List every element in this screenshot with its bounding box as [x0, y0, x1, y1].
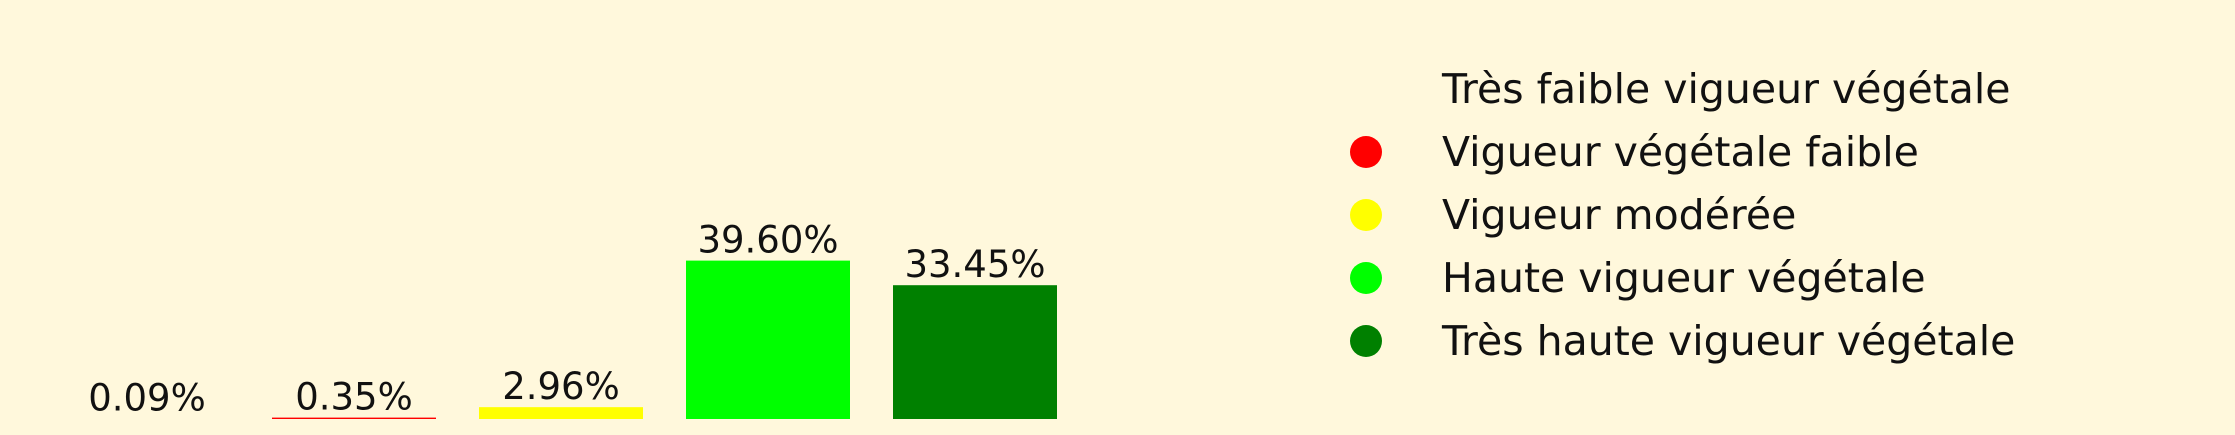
legend-label-1: Très faible vigueur végétale [1441, 65, 2011, 113]
data-label-5: 33.45% [904, 243, 1045, 286]
legend-marker-4 [1350, 262, 1382, 294]
legend-label-5: Très haute vigueur végétale [1441, 317, 2015, 365]
legend-label-3: Vigueur modérée [1442, 191, 1796, 239]
data-label-4: 39.60% [697, 219, 838, 262]
legend-marker-5 [1350, 325, 1382, 357]
bar-3 [479, 407, 643, 419]
data-label-1: 0.09% [88, 377, 206, 420]
bar-4 [686, 260, 850, 419]
legend-marker-1 [1350, 73, 1382, 105]
legend-label-2: Vigueur végétale faible [1442, 128, 1919, 176]
legend-label-4: Haute vigueur végétale [1442, 254, 1926, 302]
bars-layer [65, 260, 1057, 419]
data-label-3: 2.96% [502, 365, 620, 408]
bar-2 [272, 417, 436, 419]
data-label-2: 0.35% [295, 376, 413, 419]
legend-marker-3 [1350, 199, 1382, 231]
bar-5 [893, 285, 1057, 419]
legend: Très faible vigueur végétale Vigueur végé… [1350, 65, 2015, 365]
value-labels-layer: 0.09% 0.35% 2.96% 39.60% 33.45% [88, 219, 1045, 420]
legend-marker-2 [1350, 136, 1382, 168]
